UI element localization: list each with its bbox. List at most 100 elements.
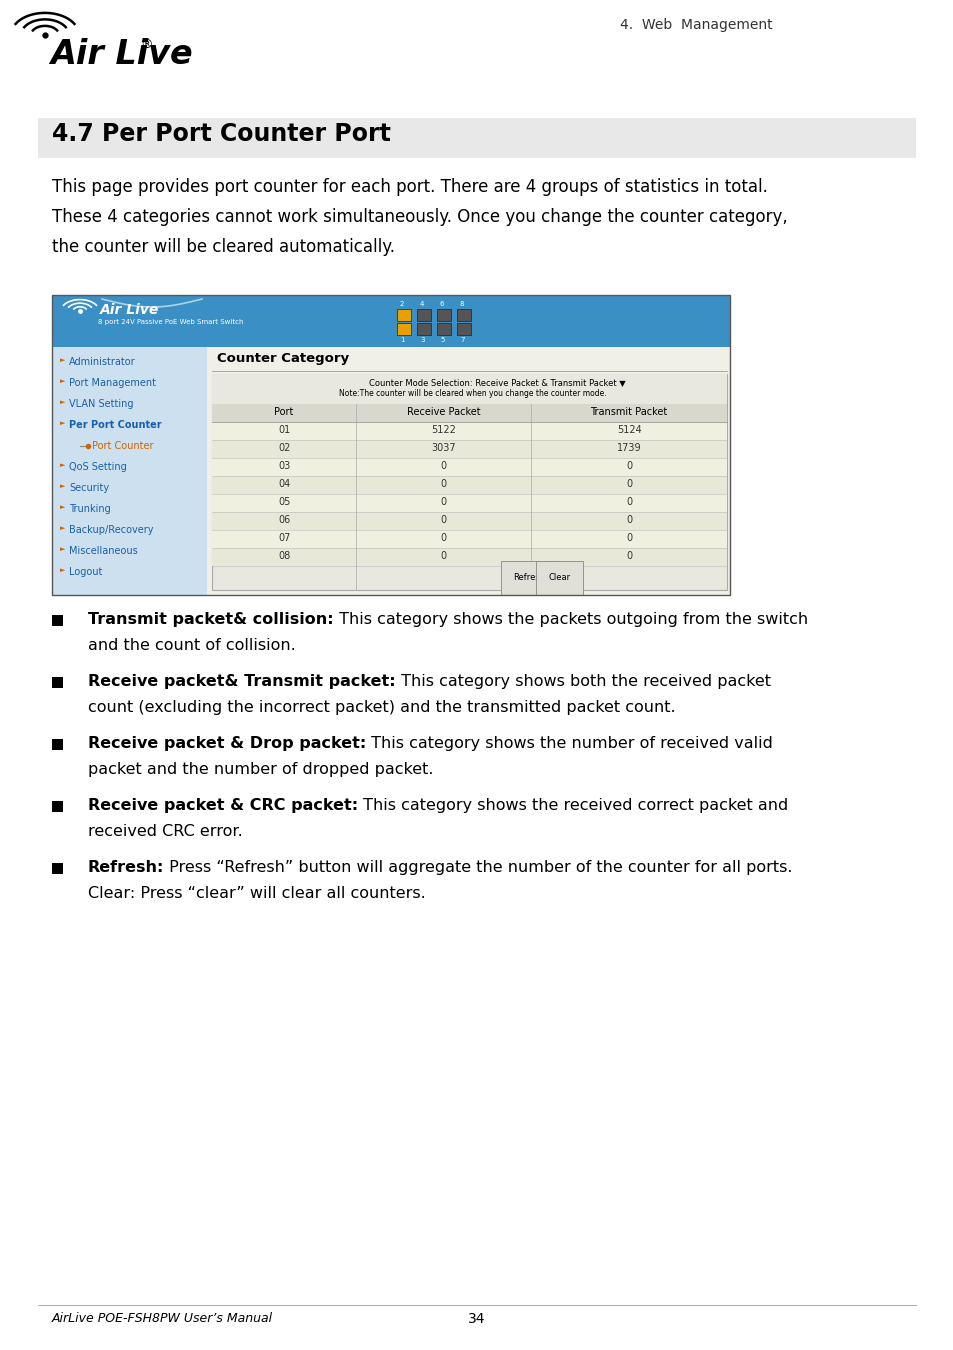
FancyBboxPatch shape: [212, 494, 726, 512]
FancyBboxPatch shape: [212, 477, 726, 494]
FancyBboxPatch shape: [212, 531, 726, 548]
Text: Logout: Logout: [69, 567, 102, 576]
Text: the counter will be cleared automatically.: the counter will be cleared automaticall…: [52, 238, 395, 256]
Text: AirLive POE-FSH8PW User’s Manual: AirLive POE-FSH8PW User’s Manual: [52, 1312, 273, 1324]
Text: 07: 07: [277, 533, 290, 543]
Text: 0: 0: [440, 533, 446, 543]
Text: Administrator: Administrator: [69, 356, 135, 367]
Text: 4.7 Per Port Counter Port: 4.7 Per Port Counter Port: [52, 122, 391, 146]
Text: Note:The counter will be cleared when you change the counter mode.: Note:The counter will be cleared when yo…: [339, 389, 606, 398]
FancyBboxPatch shape: [456, 309, 471, 321]
FancyBboxPatch shape: [212, 440, 726, 458]
FancyBboxPatch shape: [52, 296, 729, 347]
Text: 02: 02: [277, 443, 290, 454]
FancyBboxPatch shape: [436, 323, 451, 335]
FancyBboxPatch shape: [436, 309, 451, 321]
Text: Counter Category: Counter Category: [216, 352, 349, 365]
FancyBboxPatch shape: [52, 676, 63, 688]
Text: QoS Setting: QoS Setting: [69, 462, 127, 472]
Text: 0: 0: [625, 514, 632, 525]
FancyBboxPatch shape: [52, 347, 207, 595]
Text: Trunking: Trunking: [69, 504, 111, 514]
Text: This category shows the packets outgoing from the switch: This category shows the packets outgoing…: [334, 612, 807, 626]
Text: Press “Refresh” button will aggregate the number of the counter for all ports.: Press “Refresh” button will aggregate th…: [164, 860, 792, 875]
Text: 05: 05: [277, 497, 290, 508]
Text: 08: 08: [277, 551, 290, 562]
Text: 4: 4: [419, 301, 424, 306]
Text: 6: 6: [439, 301, 444, 306]
Text: Port: Port: [274, 406, 294, 417]
Text: 0: 0: [440, 479, 446, 489]
Text: Security: Security: [69, 483, 109, 493]
Text: count (excluding the incorrect packet) and the transmitted packet count.: count (excluding the incorrect packet) a…: [88, 701, 675, 716]
FancyBboxPatch shape: [396, 309, 411, 321]
Text: 5124: 5124: [617, 425, 640, 435]
FancyBboxPatch shape: [212, 548, 726, 566]
FancyBboxPatch shape: [396, 323, 411, 335]
Text: This category shows the received correct packet and: This category shows the received correct…: [357, 798, 787, 813]
Text: 4.  Web  Management: 4. Web Management: [619, 18, 772, 32]
Text: 2: 2: [399, 301, 404, 306]
Text: Refresh: Refresh: [513, 572, 545, 582]
FancyBboxPatch shape: [52, 801, 63, 811]
Text: 0: 0: [625, 460, 632, 471]
Text: ►: ►: [60, 462, 66, 468]
Text: Transmit packet& collision:: Transmit packet& collision:: [88, 612, 334, 626]
Text: This page provides port counter for each port. There are 4 groups of statistics : This page provides port counter for each…: [52, 178, 767, 196]
Text: These 4 categories cannot work simultaneously. Once you change the counter categ: These 4 categories cannot work simultane…: [52, 208, 787, 225]
Text: 0: 0: [440, 514, 446, 525]
Text: ►: ►: [60, 378, 66, 383]
Text: Receive packet& Transmit packet:: Receive packet& Transmit packet:: [88, 674, 395, 688]
FancyBboxPatch shape: [207, 347, 729, 595]
Text: 1: 1: [399, 338, 404, 343]
Text: Receive Packet: Receive Packet: [407, 406, 480, 417]
Text: This category shows the number of received valid: This category shows the number of receiv…: [366, 736, 772, 751]
FancyBboxPatch shape: [212, 404, 726, 423]
Text: 0: 0: [625, 551, 632, 562]
FancyBboxPatch shape: [52, 863, 63, 873]
FancyBboxPatch shape: [416, 309, 431, 321]
Text: 34: 34: [468, 1312, 485, 1326]
Text: VLAN Setting: VLAN Setting: [69, 400, 133, 409]
Text: 7: 7: [459, 338, 464, 343]
Text: 8: 8: [459, 301, 464, 306]
Text: Refresh:: Refresh:: [88, 860, 164, 875]
Text: received CRC error.: received CRC error.: [88, 824, 242, 838]
Text: This category shows both the received packet: This category shows both the received pa…: [395, 674, 770, 688]
Text: ►: ►: [60, 400, 66, 405]
FancyBboxPatch shape: [212, 374, 726, 404]
Text: Air Live: Air Live: [50, 38, 193, 72]
FancyBboxPatch shape: [212, 512, 726, 531]
Text: 3: 3: [419, 338, 424, 343]
Text: 04: 04: [277, 479, 290, 489]
FancyBboxPatch shape: [52, 738, 63, 751]
Text: 0: 0: [625, 479, 632, 489]
Text: Miscellaneous: Miscellaneous: [69, 545, 137, 556]
FancyBboxPatch shape: [416, 323, 431, 335]
Text: Per Port Counter: Per Port Counter: [69, 420, 161, 431]
Text: 0: 0: [440, 497, 446, 508]
FancyBboxPatch shape: [212, 423, 726, 440]
Text: Clear: Clear: [548, 572, 570, 582]
Text: 0: 0: [625, 533, 632, 543]
FancyBboxPatch shape: [38, 117, 915, 158]
Text: Transmit Packet: Transmit Packet: [590, 406, 667, 417]
Text: Air Live: Air Live: [100, 302, 159, 317]
Text: Receive packet & Drop packet:: Receive packet & Drop packet:: [88, 736, 366, 751]
Text: 03: 03: [277, 460, 290, 471]
Text: 0: 0: [440, 551, 446, 562]
Text: 5: 5: [439, 338, 444, 343]
Text: 0: 0: [625, 497, 632, 508]
Text: ►: ►: [60, 356, 66, 363]
Text: Clear: Press “clear” will clear all counters.: Clear: Press “clear” will clear all coun…: [88, 886, 425, 900]
Text: 01: 01: [277, 425, 290, 435]
Text: ®: ®: [140, 38, 152, 51]
Text: and the count of collision.: and the count of collision.: [88, 639, 295, 653]
Text: 1739: 1739: [617, 443, 640, 454]
Text: ►: ►: [60, 545, 66, 552]
Text: 5122: 5122: [431, 425, 456, 435]
Text: ►: ►: [60, 504, 66, 510]
Text: Port Counter: Port Counter: [91, 441, 153, 451]
Text: 8 port 24V Passive PoE Web Smart Switch: 8 port 24V Passive PoE Web Smart Switch: [98, 319, 243, 325]
Text: ►: ►: [60, 525, 66, 531]
